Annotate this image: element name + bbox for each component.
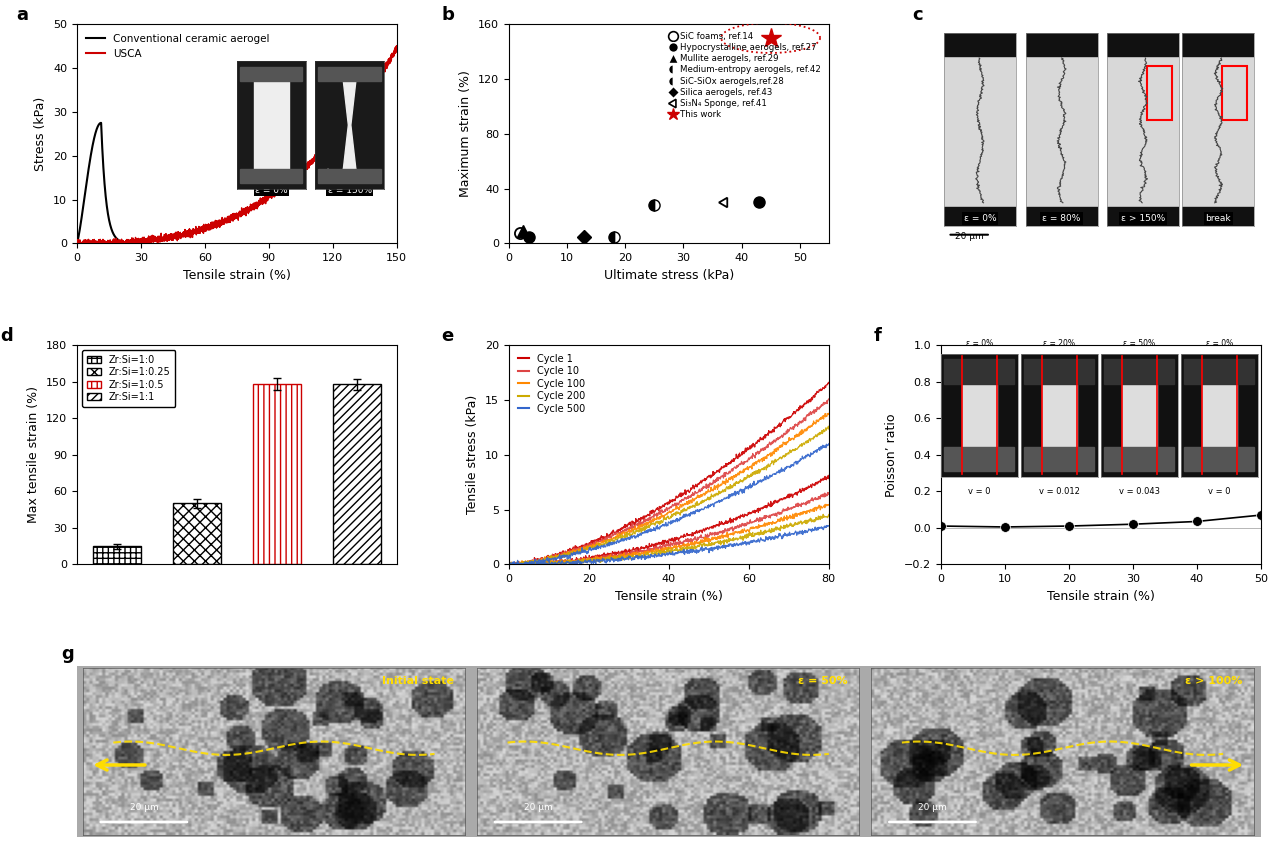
X-axis label: Tensile strain (%): Tensile strain (%) [614,589,723,602]
Text: c: c [913,6,923,24]
Legend: Conventional ceramic aerogel, USCA: Conventional ceramic aerogel, USCA [82,29,274,63]
Text: g: g [61,646,74,663]
Legend: Cycle 1, Cycle 10, Cycle 100, Cycle 200, Cycle 500: Cycle 1, Cycle 10, Cycle 100, Cycle 200,… [513,350,589,418]
Legend: Zr:Si=1:0, Zr:Si=1:0.25, Zr:Si=1:0.5, Zr:Si=1:1: Zr:Si=1:0, Zr:Si=1:0.25, Zr:Si=1:0.5, Zr… [82,350,175,407]
Text: 20 μm: 20 μm [955,232,983,242]
X-axis label: Ultimate stress (kPa): Ultimate stress (kPa) [604,268,733,281]
Text: d: d [0,327,13,344]
X-axis label: Tensile strain (%): Tensile strain (%) [183,268,291,281]
Legend: SiC foams, ref.14, Hypocrystalline aerogels, ref.27, Mullite aerogels, ref.29, M: SiC foams, ref.14, Hypocrystalline aerog… [667,28,824,123]
Y-axis label: Stress (kPa): Stress (kPa) [35,97,47,171]
Bar [253,384,301,564]
Y-axis label: Max tensile strain (%): Max tensile strain (%) [27,387,41,523]
Text: b: b [442,6,454,24]
Y-axis label: Tensile stress (kPa): Tensile stress (kPa) [466,395,480,514]
Text: ε = 150%: ε = 150% [328,186,371,195]
Text: f: f [874,327,882,344]
Y-axis label: Maximum strain (%): Maximum strain (%) [460,71,472,198]
Text: ε = 0%: ε = 0% [255,186,288,195]
Y-axis label: Poisson’ ratio: Poisson’ ratio [886,413,899,496]
X-axis label: Tensile strain (%): Tensile strain (%) [1047,589,1155,602]
Bar [92,546,141,564]
Bar [173,503,221,564]
Text: e: e [442,327,454,344]
Text: a: a [15,6,28,24]
Bar [333,384,381,564]
